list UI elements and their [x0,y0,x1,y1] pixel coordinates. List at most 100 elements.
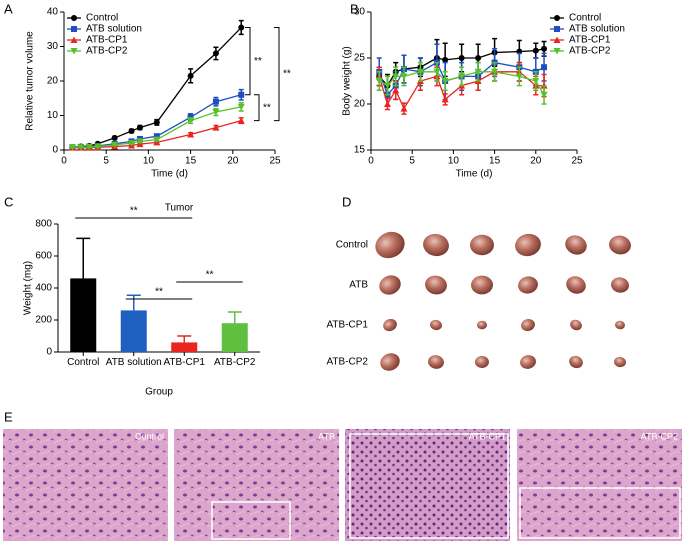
y-tick-label: 25 [354,53,366,64]
tumor-photo [425,275,447,295]
tumor-photo [375,231,405,259]
marker [541,45,548,52]
legend-marker [554,15,560,21]
bar [171,342,198,352]
marker [375,78,383,85]
x-tick-label: 15 [185,156,197,167]
significance-label: ** [254,56,262,67]
legend-marker [553,48,561,55]
row-label: ATB-CP1 [327,320,369,331]
histology-image [517,429,682,541]
image-label: ATB [318,431,335,441]
y-tick-label: 400 [35,283,52,294]
image-label: ATB-CP2 [641,431,678,441]
marker [515,73,523,80]
x-tick-label: ATB solution [105,357,162,368]
marker [383,82,391,90]
marker [212,109,220,116]
legend-label: Control [86,13,118,24]
y-tick-label: 0 [52,145,58,156]
x-tick-label: 10 [448,156,460,167]
marker [136,124,143,131]
marker [187,130,195,138]
legend-marker [554,26,560,32]
marker [416,68,424,76]
y-tick-label: 600 [35,251,52,262]
row-label: Control [336,240,368,251]
marker [441,95,449,103]
y-axis-label: Weight (mg) [23,261,34,315]
tumor-photo [614,356,626,368]
x-tick-label: 5 [103,156,109,167]
x-axis-label: Time (d) [151,169,188,180]
y-tick-label: 30 [354,7,366,18]
marker [475,55,482,61]
significance-bracket [274,27,280,122]
inset-box [211,501,291,540]
x-tick-label: 10 [143,156,155,167]
legend-label: ATB-CP1 [86,35,128,46]
marker [128,140,136,147]
significance-label: ** [206,270,214,281]
marker [128,128,135,135]
legend-label: ATB-CP2 [569,46,611,57]
marker [442,56,449,63]
marker [474,68,482,76]
x-tick-label: 20 [227,156,239,167]
inset-box [519,487,681,539]
tumor-photo [615,320,625,330]
tumor-photo [611,277,629,293]
x-tick-label: 20 [530,156,542,167]
tumor-photo [471,275,493,295]
histology-image [3,429,168,541]
y-tick-label: 40 [47,7,59,18]
tumor-photo [569,355,583,369]
tumor-photo [515,233,541,257]
marker [212,98,219,105]
tumor-photo [477,320,487,330]
y-tick-label: 800 [35,219,52,230]
x-tick-label: 5 [409,156,415,167]
legend-marker [70,36,78,43]
tumor-photo [609,235,631,255]
marker [383,100,391,107]
marker [111,141,119,149]
marker [237,103,245,111]
marker [441,78,449,85]
marker [111,134,118,141]
marker [94,143,102,151]
histology-image [174,429,339,541]
marker [68,144,76,151]
x-tick-label: ATB-CP2 [214,357,256,368]
chart-title: Tumor [165,203,194,214]
y-tick-label: 0 [46,347,52,358]
marker [85,143,93,151]
marker [392,73,400,80]
tumor-photo [430,319,442,331]
legend-marker [553,36,561,43]
marker [187,117,195,125]
marker [136,138,144,145]
legend-label: ATB-CP2 [86,46,128,57]
tumor-photo [521,318,535,332]
y-tick-label: 20 [354,99,366,110]
x-tick-label: 0 [368,156,374,167]
marker [392,86,400,94]
tumor-photo [380,353,400,371]
marker [400,105,408,112]
x-tick-label: ATB-CP1 [163,357,206,368]
panel-label: C [4,194,13,209]
y-axis-label: Body weight (g) [342,46,353,115]
marker [153,136,161,144]
error-bar [227,311,242,324]
tumor-photo [470,234,494,256]
legend-label: ATB solution [569,24,625,35]
tumor-photo [383,318,397,332]
tumor-photo [379,275,401,295]
marker [532,78,540,85]
row-label: ATB-CP2 [327,357,369,368]
marker [238,91,245,98]
tumor-photo [475,356,489,368]
